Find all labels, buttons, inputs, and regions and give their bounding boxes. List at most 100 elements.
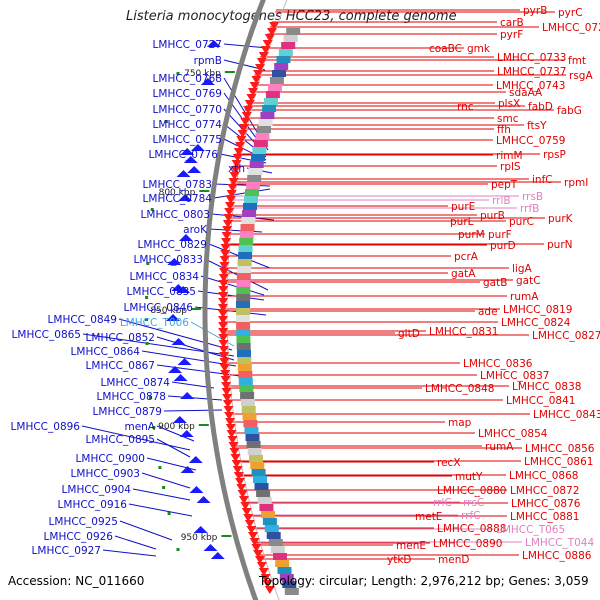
gene-label: menE [396,540,426,552]
ring-segment [274,63,289,70]
tick-label: 800 kbp [159,188,196,198]
forward-gene-arrow [218,280,229,288]
forward-gene-arrow [246,94,257,102]
ring-segment [247,448,262,455]
map-title: Listeria monocytogenes HCC23, complete g… [126,9,457,24]
forward-gene-arrow [238,124,249,132]
reverse-gene-arrow [187,166,202,173]
forward-gene-arrow [262,40,273,48]
gene-label: rplS [500,161,521,173]
gene-label: purD [490,240,516,252]
forward-gene-arrow [264,586,275,594]
gene-label: recX [437,457,461,469]
gene-label: LMHCC_0890 [433,538,502,550]
ring-segment [236,315,250,322]
gene-label: LMHCC_0865 [12,329,81,341]
gene-label: purF [488,229,512,241]
gene-label: pyrF [500,29,523,41]
reverse-gene-arrow [180,466,195,473]
ring-segment [275,560,290,567]
forward-gene-arrow [227,184,238,192]
reverse-gene-arrow [183,156,198,163]
gene-label: LMHCC_0867 [86,360,155,372]
forward-gene-arrow [251,76,262,84]
forward-gene-arrow [222,220,233,228]
forward-gene-arrow [224,208,235,216]
forward-gene-arrow [218,316,228,324]
gene-label: LMHCC_0848 [425,383,494,395]
forward-gene-arrow [231,460,242,468]
ring-segment [243,420,258,427]
gene-label: LMHCC_0856 [525,443,595,455]
gene-label: rumA [485,441,514,453]
ring-segment [237,266,252,273]
gene-label: LMHCC_0926 [44,531,114,543]
gene-label: LMHCC_0737 [497,66,566,78]
forward-gene-arrow [232,466,243,474]
ring-segment [260,112,275,119]
gene-label: LMHCC_0824 [501,317,571,329]
ring-segment [282,581,297,588]
forward-gene-arrow [225,202,235,210]
gene-label: LMHCC_0833 [134,254,203,266]
gene-label: ligA [512,263,532,275]
ring-segment [253,476,267,483]
ring-segment [236,329,251,336]
forward-gene-arrow [225,196,236,204]
gene-label: metE [415,511,442,523]
gene-label: fabD [528,101,553,113]
ring-segment [272,70,286,77]
leader-line [156,438,191,458]
gene-label: rsgA [569,70,593,82]
gene-label: LMHCC_0841 [506,395,575,407]
gene-label: sdaAA [509,87,543,99]
ring-segment [247,175,262,182]
gene-mark [167,512,171,515]
gene-label: LMHCC_0727 [153,39,222,51]
gene-label: LMHCC_0878 [97,391,166,403]
gene-label: menD [438,554,469,566]
gene-label: LMHCC_0743 [496,80,565,92]
ring-segment [250,462,265,469]
gene-label: rnc [457,101,474,113]
forward-gene-arrow [228,442,239,450]
ring-segment [248,168,263,175]
forward-gene-arrow [231,160,242,168]
reverse-gene-arrow [193,526,208,533]
ring-segment [242,413,257,420]
ring-segment [238,378,253,385]
reverse-gene-arrow [176,286,191,293]
leader-line [118,318,233,351]
gene-label: LMHCC_0852 [86,332,155,344]
ring-segment [244,196,258,203]
reverse-gene-arrow [188,456,203,463]
ring-segment [286,28,301,35]
gene-label: LMHCC_T006 [120,317,189,329]
ring-segment [259,504,274,511]
reverse-gene-arrow [210,552,225,559]
forward-gene-arrow [238,496,249,504]
ring-segment [277,567,292,574]
forward-gene-arrow [219,358,230,366]
leader-line [81,425,191,451]
ring-segment [238,245,253,252]
gene-label: fabG [557,105,582,117]
forward-gene-arrow [219,364,230,372]
forward-gene-arrow [218,334,229,342]
forward-gene-arrow [221,388,232,396]
ring-segment [240,224,255,231]
ring-segment [262,105,277,112]
gene-label: LMHCC_0829 [138,239,207,251]
forward-gene-arrow [218,286,229,294]
gene-label: gatB [483,277,507,289]
gene-label: rrlB [492,195,511,207]
leader-line [204,258,269,291]
forward-gene-arrow [255,556,265,564]
backbone-arc [202,0,266,600]
ring-segment [244,427,259,434]
ring-segment [262,518,277,525]
ring-segment [246,182,261,189]
feature-ring [236,28,301,595]
forward-gene-arrow [228,178,239,186]
